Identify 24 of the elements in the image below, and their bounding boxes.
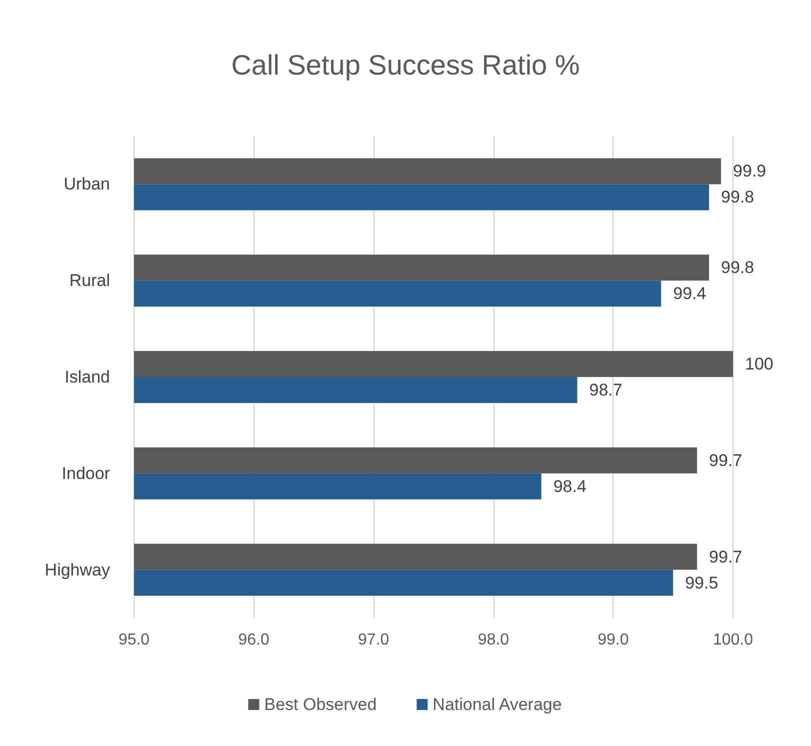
data-label: 99.8 — [721, 188, 754, 207]
x-tick-label: 97.0 — [358, 632, 390, 648]
data-label: 99.4 — [673, 284, 706, 304]
chart-title: Call Setup Success Ratio % — [231, 50, 580, 80]
data-label: 98.7 — [589, 380, 622, 400]
data-label: 99.7 — [709, 450, 742, 470]
data-label: 99.7 — [709, 547, 742, 566]
y-tick-label: Highway — [44, 560, 110, 580]
legend-label: Best Observed — [264, 695, 377, 714]
x-tick-label: 100.0 — [712, 632, 754, 648]
y-tick-label: Rural — [69, 271, 110, 290]
y-tick-label: Island — [64, 368, 110, 386]
data-label: 98.4 — [553, 476, 586, 496]
x-tick-label: 98.0 — [478, 632, 510, 648]
legend-label: National Average — [432, 695, 562, 714]
data-label: 100 — [745, 354, 774, 374]
y-tick-label: Urban — [64, 174, 110, 194]
data-label: 99.8 — [721, 258, 754, 278]
data-label: 99.9 — [733, 162, 766, 181]
x-tick-label: 95.0 — [118, 632, 150, 648]
y-tick-label: Indoor — [62, 464, 110, 483]
x-tick-label: 99.0 — [598, 632, 629, 648]
x-tick-label: 96.0 — [238, 632, 270, 648]
data-label: 99.5 — [685, 573, 718, 592]
